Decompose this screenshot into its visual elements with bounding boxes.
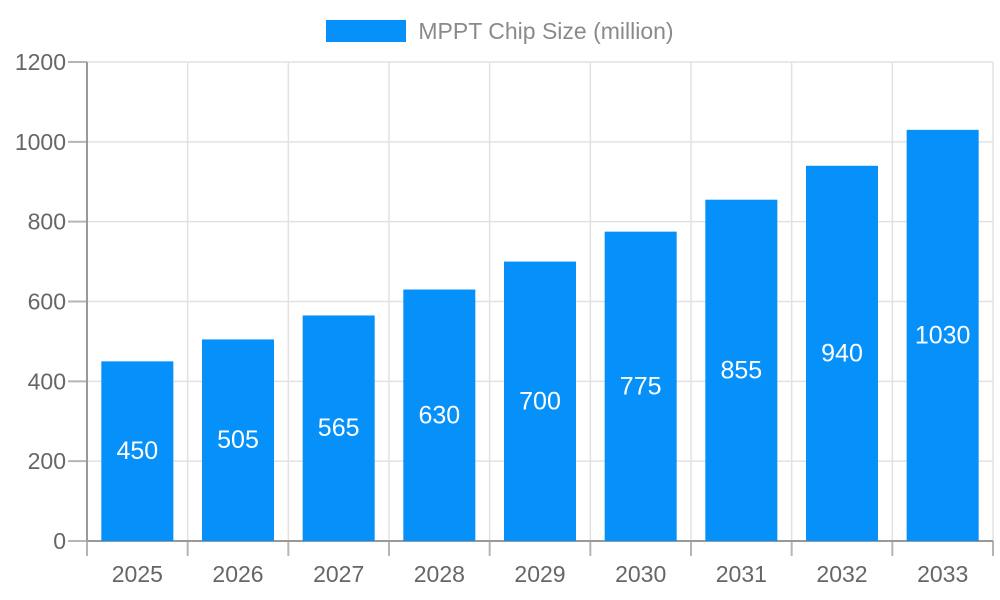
bar (504, 261, 576, 541)
bar-value-label: 565 (318, 414, 360, 442)
x-tick-label: 2027 (313, 561, 364, 587)
legend-swatch-icon (326, 20, 407, 42)
bar (604, 231, 677, 542)
legend-label: MPPT Chip Size (million) (418, 18, 674, 44)
bar-value-label: 940 (821, 339, 863, 367)
y-tick-label: 800 (28, 209, 66, 235)
x-tick-label: 2031 (716, 561, 767, 587)
y-tick-label: 1000 (15, 129, 66, 155)
bar-value-label: 775 (620, 372, 662, 400)
bar (705, 199, 778, 541)
y-tick-label: 0 (53, 528, 66, 554)
x-tick-label: 2028 (414, 561, 465, 587)
bar (101, 361, 174, 541)
bar-value-label: 855 (720, 356, 762, 384)
x-tick-label: 2026 (212, 561, 263, 587)
bar-value-label: 450 (116, 437, 158, 465)
bar-value-label: 630 (418, 401, 460, 429)
y-tick-label: 600 (28, 289, 66, 315)
x-tick-label: 2030 (615, 561, 666, 587)
x-tick-label: 2032 (816, 561, 867, 587)
y-tick-label: 200 (28, 448, 66, 474)
y-tick-label: 1200 (15, 49, 66, 75)
bar (403, 289, 476, 541)
bar (302, 315, 375, 541)
bar-value-label: 1030 (915, 321, 971, 349)
x-tick-label: 2033 (917, 561, 968, 587)
bar-value-label: 700 (519, 387, 561, 415)
x-tick-label: 2025 (112, 561, 163, 587)
legend[interactable]: MPPT Chip Size (million) (0, 18, 1000, 44)
bar-value-label: 505 (217, 426, 259, 454)
bar (806, 165, 878, 542)
bar (906, 129, 979, 541)
bar (202, 339, 274, 541)
y-tick-label: 400 (28, 368, 66, 394)
x-tick-label: 2029 (514, 561, 565, 587)
